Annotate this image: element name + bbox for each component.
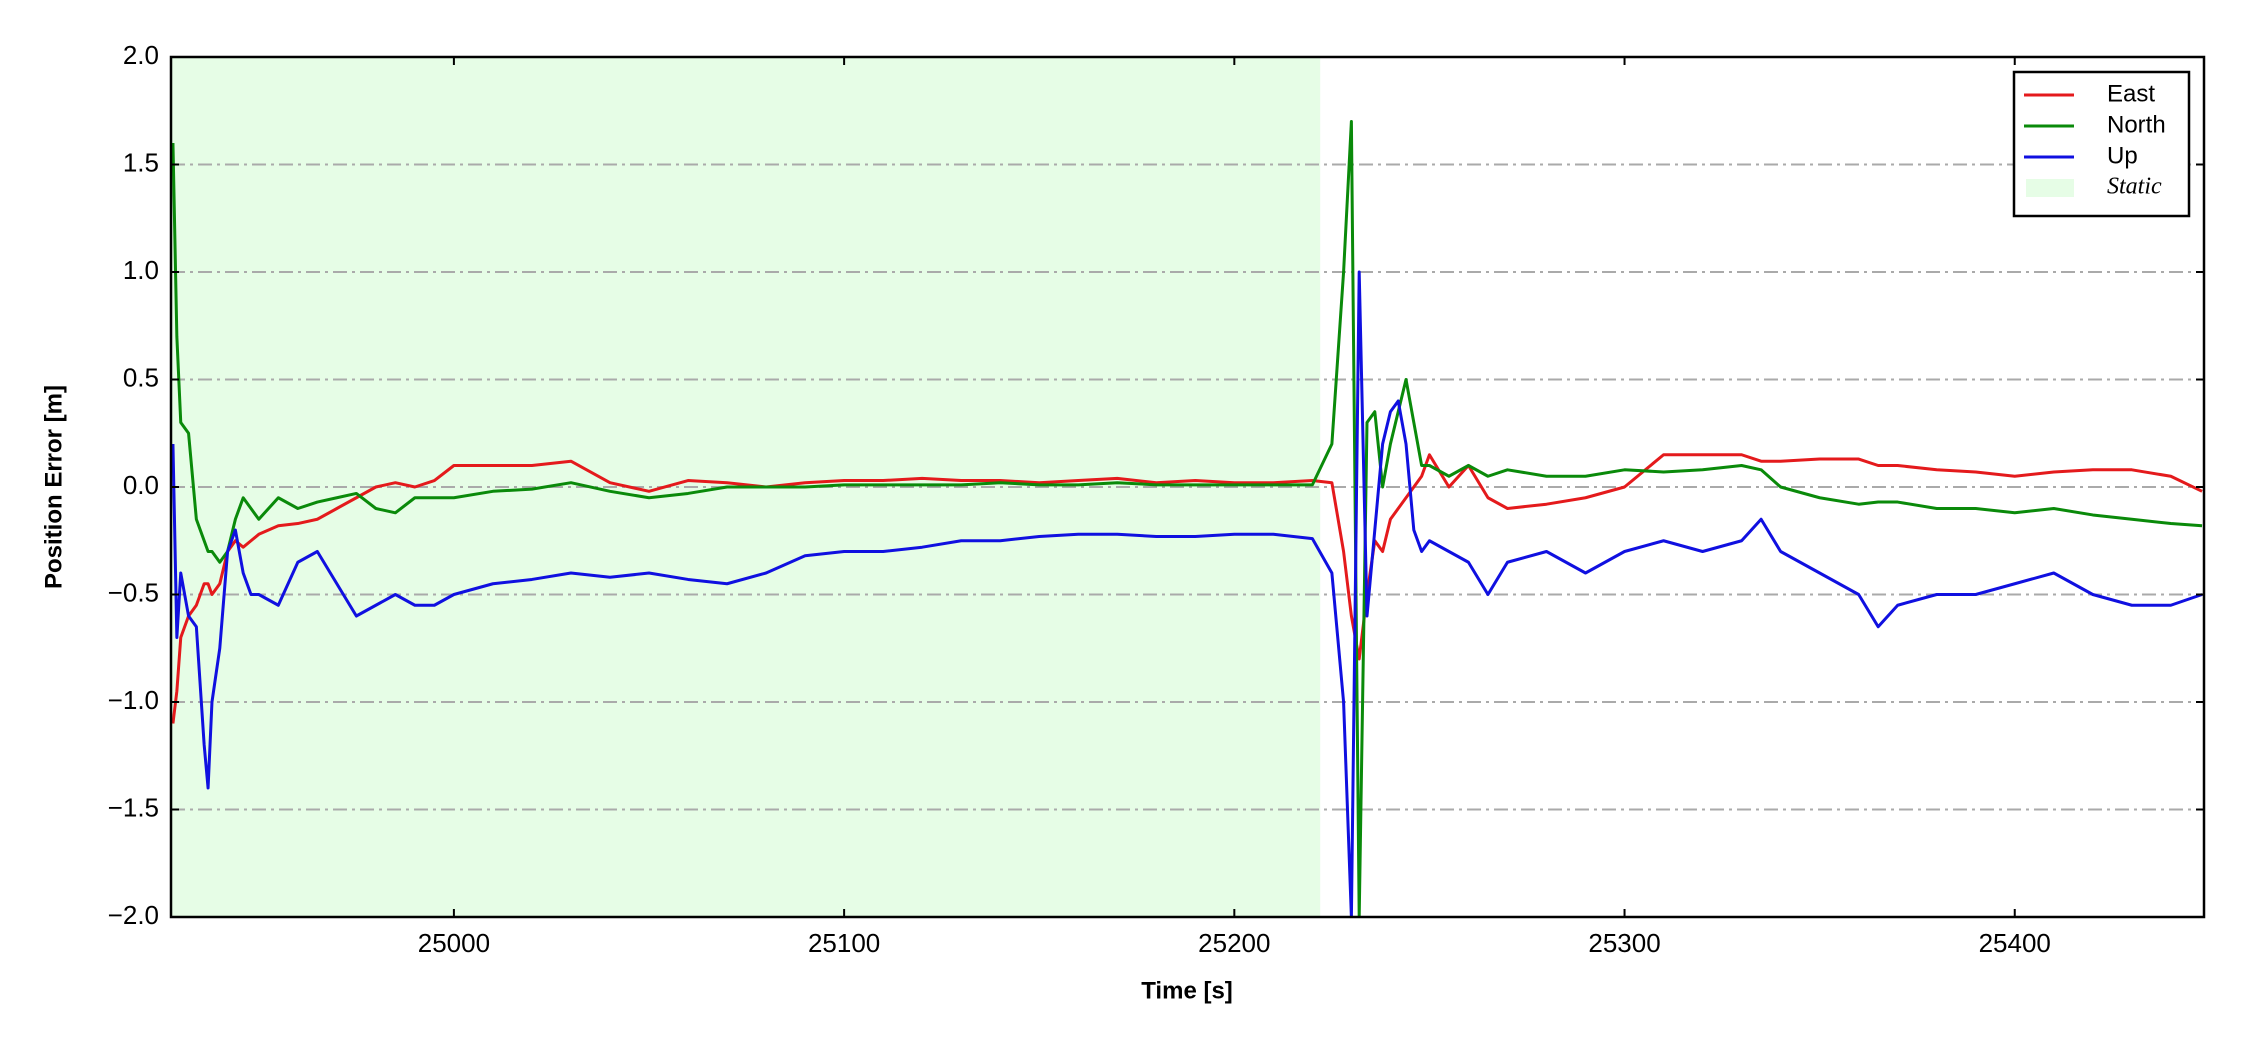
series-line	[171, 120, 2203, 917]
x-axis-label: Time [s]	[1141, 977, 1233, 1004]
y-tick-label: 1.0	[123, 255, 159, 285]
lines	[171, 120, 2203, 917]
x-tick-label: 25000	[418, 928, 490, 958]
x-tick-label: 25400	[1979, 928, 2051, 958]
y-tick-label: −1.0	[108, 685, 159, 715]
x-tick-label: 25100	[808, 928, 880, 958]
y-axis-label: Position Error [m]	[40, 385, 67, 589]
grid	[171, 163, 2204, 811]
legend: East North Up Static	[2012, 70, 2191, 218]
y-tick-label: −2.0	[108, 900, 159, 930]
legend-label: East	[2107, 80, 2155, 107]
legend-label: Up	[2107, 142, 2138, 169]
y-tick-label: 0.0	[123, 470, 159, 500]
x-tick-label: 25300	[1588, 928, 1660, 958]
ticks: −2.0 −1.5 −1.0 −0.5 0.0 0.5 1.0 1.5 2.0 25000 2510…	[108, 40, 2204, 958]
legend-label: North	[2107, 111, 2166, 138]
x-tick-label: 25200	[1198, 928, 1270, 958]
legend-label: Static	[2107, 174, 2162, 200]
y-tick-label: 0.5	[123, 362, 159, 392]
y-tick-label: 2.0	[123, 40, 159, 70]
legend-swatch	[2026, 179, 2074, 197]
y-tick-label: −0.5	[108, 577, 159, 607]
y-tick-label: −1.5	[108, 792, 159, 822]
series-line	[171, 270, 2203, 917]
series-line	[171, 453, 2203, 724]
y-tick-label: 1.5	[123, 147, 159, 177]
